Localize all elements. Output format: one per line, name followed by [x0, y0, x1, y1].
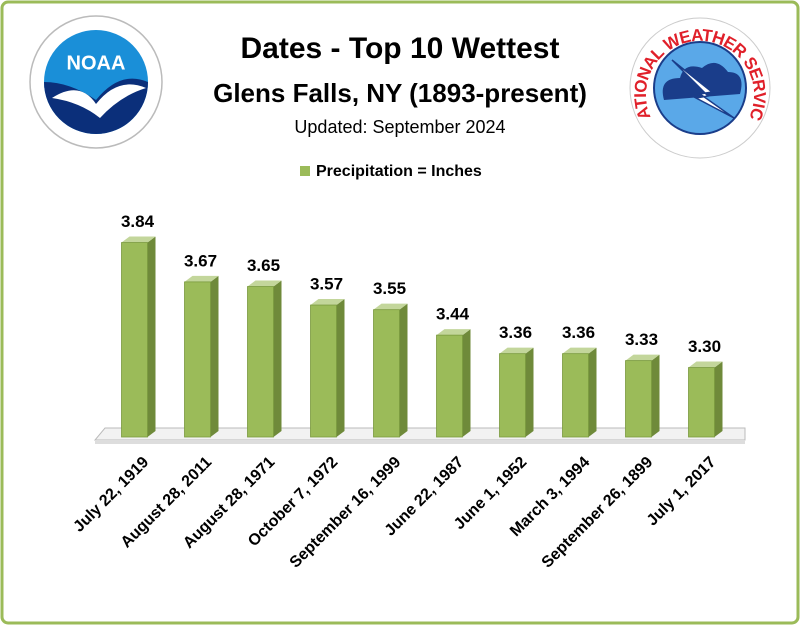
- bar-top: [562, 347, 597, 354]
- bar-top: [247, 280, 282, 287]
- bar: [247, 286, 274, 438]
- data-label: 3.55: [373, 279, 406, 298]
- bar-side: [147, 236, 156, 437]
- bar-top: [373, 303, 408, 310]
- bar-top: [436, 329, 471, 336]
- updated-note: Updated: September 2024: [294, 117, 505, 137]
- data-label: 3.33: [625, 330, 658, 349]
- bar-side: [273, 280, 282, 437]
- bar: [373, 309, 400, 438]
- data-label: 3.57: [310, 275, 343, 294]
- bar: [625, 360, 652, 438]
- bar: [688, 367, 715, 438]
- data-label: 3.84: [121, 212, 155, 231]
- bar-side: [399, 303, 408, 437]
- bar: [121, 242, 148, 438]
- legend-label: Precipitation = Inches: [316, 163, 482, 180]
- data-label: 3.65: [247, 256, 280, 275]
- bar: [562, 353, 589, 438]
- bar-top: [688, 361, 723, 368]
- bar: [499, 353, 526, 438]
- legend-swatch: [300, 166, 310, 176]
- chart-title: Dates - Top 10 Wettest: [241, 32, 560, 65]
- noaa-logo: NOAA: [29, 15, 163, 149]
- bar-top: [184, 275, 219, 282]
- bar: [184, 281, 211, 438]
- bar-top: [625, 354, 660, 361]
- data-label: 3.44: [436, 305, 470, 324]
- data-label: 3.36: [562, 323, 595, 342]
- chart-subtitle: Glens Falls, NY (1893-present): [213, 78, 587, 108]
- bar-side: [462, 329, 471, 437]
- bar-top: [310, 299, 345, 306]
- noaa-text: NOAA: [67, 52, 126, 74]
- bar-side: [651, 354, 660, 437]
- floor-edge: [95, 440, 745, 444]
- data-label: 3.36: [499, 323, 532, 342]
- data-label: 3.30: [688, 337, 721, 356]
- bar-side: [210, 275, 219, 437]
- bar-side: [714, 361, 723, 437]
- bar: [436, 334, 463, 438]
- bar-top: [121, 236, 156, 243]
- bar-side: [525, 347, 534, 437]
- bar: [310, 304, 337, 438]
- data-label: 3.67: [184, 251, 217, 270]
- bar-side: [336, 299, 345, 437]
- bar-top: [499, 347, 534, 354]
- bar-side: [588, 347, 597, 437]
